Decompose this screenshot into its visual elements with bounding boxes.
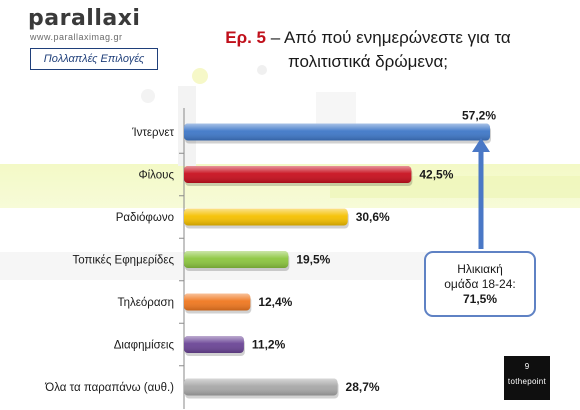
title-line2: πολιτιστικά δρώμενα; (287, 52, 449, 71)
bar-highlight (184, 123, 491, 141)
page-number: 9 (524, 362, 530, 371)
age-group-callout: Ηλικιακή ομάδα 18-24: 71,5% (424, 251, 536, 317)
bar-highlight (184, 208, 348, 226)
footer-brand-box: 9 tothepoint (504, 356, 550, 400)
category-label: Όλα τα παραπάνω (αυθ.) (44, 382, 174, 394)
bar-highlight (184, 378, 338, 396)
callout-line1: Ηλικιακή (457, 261, 503, 276)
category-label: Ραδιόφωνο (116, 212, 174, 224)
title-dash: – (266, 28, 284, 47)
bar-highlight (184, 336, 244, 353)
category-label: Ίντερνετ (131, 127, 174, 139)
callout-arrow (472, 138, 490, 249)
callout-value: 71,5% (462, 291, 498, 306)
bar-highlight (184, 293, 251, 311)
multiple-choice-badge: Πολλαπλές Επιλογές (30, 48, 158, 70)
value-label: 12,4% (258, 295, 292, 309)
bar-highlight (184, 166, 412, 183)
footer-brand: tothepoint (507, 377, 547, 386)
brand-name: parallaxi (28, 6, 141, 31)
brand-url: www.parallaximag.gr (30, 32, 123, 42)
value-label: 28,7% (346, 380, 380, 394)
value-label: 57,2% (462, 109, 496, 123)
labels-group: Ίντερνετ 57,2% Φίλους 42,5% Ραδιόφωνο 30,6% Το… (44, 109, 496, 395)
value-label: 19,5% (296, 253, 330, 267)
page-title: Ερ. 5 – Από πού ενημερώνεστε για τα πολι… (178, 26, 558, 74)
bars-group (184, 123, 492, 399)
value-label: 30,6% (356, 210, 390, 224)
bar-highlight (184, 251, 289, 268)
title-line1: Από πού ενημερώνεστε για τα (283, 28, 511, 47)
category-label: Διαφημίσεις (114, 340, 175, 352)
category-label: Φίλους (138, 170, 174, 182)
question-number: Ερ. 5 (225, 28, 266, 47)
callout-line2: ομάδα 18-24: (444, 276, 516, 291)
value-label: 11,2% (252, 338, 286, 352)
category-label: Τοπικές Εφημερίδες (72, 255, 174, 267)
category-label: Τηλεόραση (117, 297, 174, 309)
value-label: 42,5% (419, 168, 453, 182)
brand-logo: parallaxi (28, 6, 140, 31)
